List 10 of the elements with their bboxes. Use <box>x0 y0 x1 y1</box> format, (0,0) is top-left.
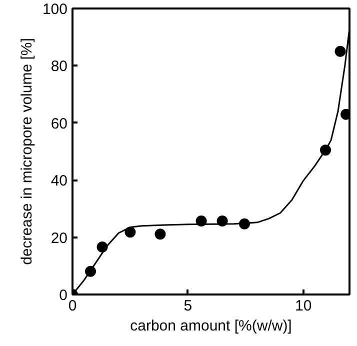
y-tick-label: 60 <box>50 115 68 132</box>
y-tick-label: 20 <box>50 230 68 247</box>
y-tick-label: 80 <box>50 58 68 76</box>
x-axis-title: carbon amount [%(w/w)] <box>130 318 292 334</box>
x-tick-label: 10 <box>294 298 312 314</box>
y-tick-label: 0 <box>59 287 68 304</box>
y-tick-label: 40 <box>50 172 68 190</box>
y-axis-title: decrease in micropore volume [%] <box>18 38 36 265</box>
x-tick-label: 5 <box>184 298 192 314</box>
y-tick-label: 100 <box>42 1 68 18</box>
